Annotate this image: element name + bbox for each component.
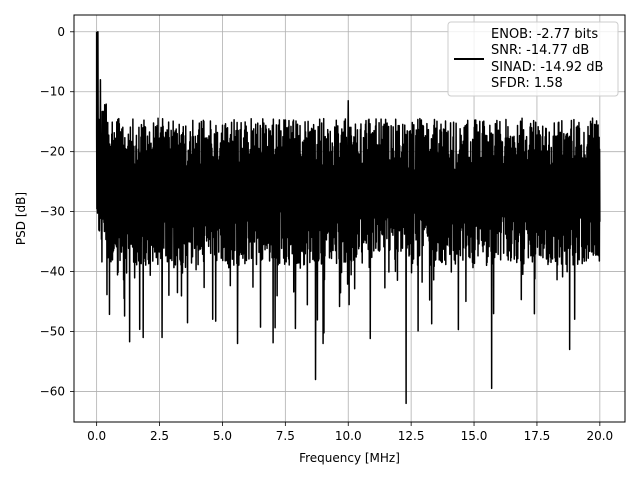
x-tick-label: 5.0 xyxy=(213,429,232,443)
legend-line-sinad: SINAD: -14.92 dB xyxy=(491,60,603,75)
y-tick-label: −10 xyxy=(40,85,65,99)
y-tick-label: −60 xyxy=(40,384,65,398)
x-tick-label: 0.0 xyxy=(87,429,106,443)
x-axis-ticks: 0.0 2.5 5.0 7.5 10.0 12.5 15.0 17.5 20.0 xyxy=(87,422,613,443)
legend-line-sfdr: SFDR: 1.58 xyxy=(491,76,563,91)
psd-trace xyxy=(95,31,601,405)
y-tick-label: −30 xyxy=(40,205,65,219)
x-tick-label: 7.5 xyxy=(276,429,295,443)
legend: ENOB: -2.77 bits SNR: -14.77 dB SINAD: -… xyxy=(447,21,619,97)
y-axis-ticks: 0 −10 −20 −30 −40 −50 −60 xyxy=(40,25,74,398)
y-tick-label: −20 xyxy=(40,145,65,159)
x-tick-label: 20.0 xyxy=(586,429,613,443)
series-line xyxy=(95,31,601,405)
x-tick-label: 17.5 xyxy=(524,429,551,443)
y-tick-label: −50 xyxy=(40,324,65,338)
x-tick-label: 15.0 xyxy=(461,429,488,443)
x-tick-label: 2.5 xyxy=(150,429,169,443)
y-axis-label: PSD [dB] xyxy=(14,192,28,245)
axes-frame xyxy=(73,14,626,423)
y-tick-label: 0 xyxy=(57,25,65,39)
x-tick-label: 10.0 xyxy=(335,429,362,443)
legend-line-enob: ENOB: -2.77 bits xyxy=(491,27,598,42)
legend-box xyxy=(447,21,619,97)
x-axis-label: Frequency [MHz] xyxy=(299,451,400,465)
legend-line-snr: SNR: -14.77 dB xyxy=(491,43,589,58)
y-tick-label: −40 xyxy=(40,265,65,279)
x-tick-label: 12.5 xyxy=(398,429,425,443)
